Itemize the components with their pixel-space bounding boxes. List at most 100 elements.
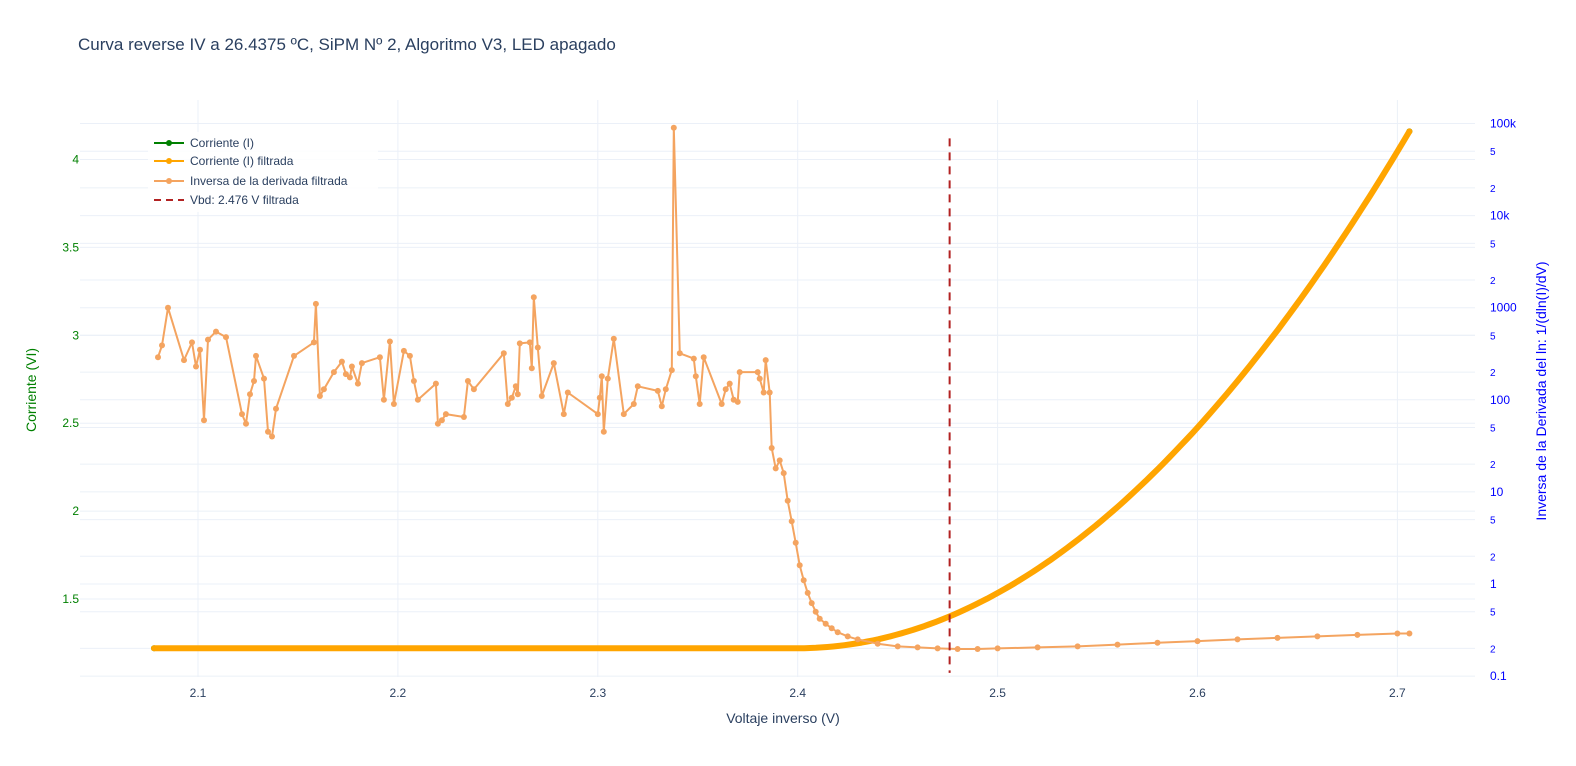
legend-item-inversa[interactable]: Inversa de la derivada filtrada: [154, 174, 348, 188]
legend-item-vbd[interactable]: Vbd: 2.476 V filtrada: [154, 193, 299, 207]
inversa-point-18: [269, 433, 275, 440]
inversa-point-88: [760, 389, 767, 396]
inversa-point-42: [438, 417, 445, 424]
inversa-point-5: [193, 363, 199, 370]
inversa-point-39: [414, 396, 421, 403]
inversa-point-65: [604, 375, 611, 382]
left-tick-label-4: 3.5: [62, 240, 79, 254]
inversa-point-73: [668, 367, 675, 374]
inversa-point-52: [516, 340, 523, 347]
inversa-point-8: [205, 336, 211, 343]
legend-marker-inversa: [166, 178, 172, 184]
inversa-point-77: [692, 373, 699, 380]
inversa-point-122: [1274, 634, 1281, 641]
inversa-point-19: [273, 405, 279, 412]
inversa-point-126: [1406, 630, 1413, 637]
grid: [80, 100, 1475, 677]
right-tick-label-1: 1: [1490, 577, 1497, 591]
inversa-point-66: [610, 335, 617, 342]
legend-label-filtrada: Corriente (I) filtrada: [190, 154, 294, 168]
inversa-point-95: [784, 497, 791, 504]
inversa-point-47: [500, 350, 507, 357]
inversa-point-57: [538, 393, 545, 399]
left-axis-title: Corriente (VI): [23, 348, 39, 432]
right-axis-title: Inversa de la Derivada del ln: 1/(dln(I)…: [1533, 261, 1549, 520]
inversa-point-26: [338, 358, 345, 365]
inversa-point-1: [159, 342, 165, 349]
right-tick-label-3: 100: [1490, 393, 1510, 407]
inversa-point-45: [464, 378, 471, 384]
inversa-point-49: [508, 394, 515, 401]
inversa-point-90: [766, 389, 773, 396]
left-tick-label-2: 2.5: [62, 416, 79, 430]
inversa-point-20: [291, 352, 297, 359]
legend[interactable]: Corriente (I) Corriente (I) filtrada Inv…: [148, 132, 378, 212]
right-minor-label-0-2: 2: [1490, 552, 1496, 563]
inversa-point-117: [1074, 643, 1081, 650]
right-tick-label-2: 10: [1490, 485, 1504, 499]
inversa-point-59: [560, 411, 567, 418]
inversa-point-71: [658, 403, 665, 410]
inversa-point-25: [330, 369, 337, 376]
inversa-point-55: [530, 294, 537, 301]
legend-item-filtrada[interactable]: Corriente (I) filtrada: [154, 154, 294, 168]
left-tick-label-3: 3: [72, 328, 79, 342]
inversa-point-44: [460, 414, 467, 420]
inversa-point-85: [736, 369, 743, 376]
right-axis-ticks: 0.1 1 10 100 1000 10k 100k 2 5 2 5 2 5 2 5 2 5 2 5: [1490, 117, 1517, 684]
inversa-point-102: [812, 608, 819, 615]
right-minor-label-2-5: 5: [1490, 331, 1496, 342]
inversa-point-87: [756, 375, 763, 382]
inversa-point-106: [834, 629, 841, 636]
inversa-point-105: [828, 625, 835, 632]
inversa-point-69: [634, 383, 641, 390]
inversa-point-10: [223, 334, 229, 341]
inversa-point-100: [804, 589, 811, 596]
right-minor-label-1-5: 5: [1490, 424, 1496, 435]
inversa-point-89: [762, 357, 769, 364]
inversa-point-116: [1034, 644, 1041, 651]
inversa-point-82: [726, 380, 733, 387]
inversa-point-37: [406, 352, 413, 359]
legend-label-corriente: Corriente (I): [190, 136, 254, 150]
inversa-point-78: [696, 401, 703, 407]
inversa-point-34: [386, 338, 393, 345]
inversa-point-80: [718, 401, 725, 407]
right-tick-label-6: 100k: [1490, 117, 1517, 131]
inversa-point-40: [432, 380, 439, 387]
inversa-point-3: [181, 357, 187, 364]
inversa-point-74: [670, 124, 677, 131]
inversa-point-43: [442, 411, 449, 418]
x-tick-label-3: 2.4: [789, 686, 806, 700]
x-tick-label-1: 2.2: [390, 686, 407, 700]
inversa-point-72: [662, 386, 669, 393]
series-layer: [151, 124, 1413, 673]
x-tick-label-0: 2.1: [190, 686, 207, 700]
inversa-point-75: [676, 350, 683, 357]
inversa-point-30: [354, 380, 361, 387]
inversa-point-28: [346, 374, 353, 381]
inversa-point-33: [380, 396, 387, 403]
inversa-point-2: [165, 304, 171, 311]
left-tick-label-5: 4: [72, 153, 79, 167]
x-tick-label-6: 2.7: [1389, 686, 1406, 700]
inversa-point-36: [400, 347, 407, 354]
inversa-point-7: [201, 417, 207, 424]
inversa-point-60: [564, 389, 571, 396]
right-minor-label--1-5: 5: [1490, 608, 1496, 619]
inversa-point-92: [772, 465, 779, 472]
right-minor-label-1-2: 2: [1490, 460, 1496, 471]
inversa-point-118: [1114, 641, 1121, 648]
right-minor-label-3-2: 2: [1490, 276, 1496, 287]
right-minor-label--1-2: 2: [1490, 644, 1496, 655]
inversa-point-32: [376, 354, 383, 361]
inversa-point-56: [534, 344, 541, 351]
inversa-point-13: [247, 391, 253, 398]
right-minor-label-4-2: 2: [1490, 184, 1496, 195]
chart-title: Curva reverse IV a 26.4375 ºC, SiPM Nº 2…: [78, 35, 616, 54]
inversa-point-41: [434, 420, 441, 427]
legend-item-corriente[interactable]: Corriente (I): [154, 136, 254, 150]
inversa-point-31: [358, 360, 365, 367]
inversa-point-48: [504, 401, 511, 407]
inversa-point-35: [390, 401, 397, 407]
